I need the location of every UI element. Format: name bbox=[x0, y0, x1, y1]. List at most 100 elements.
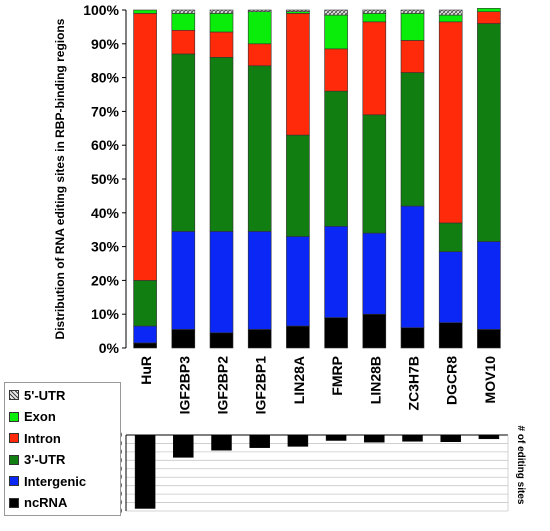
bar-segment-3utr bbox=[438, 222, 463, 252]
category-label: FMRP bbox=[329, 356, 345, 396]
category-label: IGF2BP3 bbox=[176, 356, 192, 415]
count-bar bbox=[173, 434, 194, 458]
bar-segment-3utr bbox=[477, 23, 501, 242]
bar-segment-intron bbox=[133, 13, 157, 281]
count-bar bbox=[478, 434, 500, 440]
count-bar bbox=[440, 434, 461, 443]
legend-swatch bbox=[9, 411, 19, 422]
stacked-bar-chart: 0% 10% 20% 30% 40% 50% 60% 70% 80% 90% 100% Distrib… bbox=[53, 2, 501, 415]
legend-swatch bbox=[9, 497, 19, 508]
bar-segment-5utr bbox=[324, 9, 348, 16]
y-tick-label: 30% bbox=[91, 239, 120, 255]
legend-label: Intron bbox=[24, 430, 61, 446]
bar-segment-ncrna bbox=[171, 329, 196, 349]
category-label: LIN28A bbox=[291, 356, 307, 404]
bar-segment-ncrna bbox=[400, 327, 425, 349]
legend-item: 5'-UTR bbox=[9, 386, 65, 404]
category-label: HuR bbox=[138, 356, 154, 385]
legend-label: Intergenic bbox=[24, 473, 87, 489]
category-label: LIN28B bbox=[367, 356, 383, 404]
bar-segment-intergenic bbox=[400, 205, 425, 329]
bar-segment-3utr bbox=[286, 134, 310, 237]
bar-segment-intergenic bbox=[133, 325, 157, 344]
bar-segment-intergenic bbox=[209, 231, 234, 334]
count-bar bbox=[287, 434, 309, 447]
bar-segment-3utr bbox=[171, 53, 196, 232]
count-bar bbox=[211, 434, 232, 451]
bar-segment-3utr bbox=[247, 65, 272, 232]
bar-segment-5utr bbox=[247, 9, 272, 12]
bar-segment-5utr bbox=[286, 9, 310, 12]
bar-segment-intergenic bbox=[438, 251, 463, 323]
category-label: MOV10 bbox=[482, 356, 498, 404]
bar-segment-exon bbox=[477, 8, 501, 12]
category-label: IGF2BP2 bbox=[215, 356, 231, 415]
editing-sites-bar-chart: 01,0002,0003,0004,0005,0006,0007,0008,00… bbox=[99, 426, 526, 516]
bar-segment-exon bbox=[209, 13, 234, 33]
category-label: DGCR8 bbox=[444, 356, 460, 405]
legend-label: Exon bbox=[24, 409, 56, 424]
bar-segment-intron bbox=[438, 21, 463, 224]
bar-segment-exon bbox=[133, 9, 157, 14]
y-tick-label: 90% bbox=[91, 36, 120, 52]
bar-segment-exon bbox=[324, 14, 348, 50]
count-bar bbox=[325, 434, 347, 441]
bar-segment-intron bbox=[209, 31, 234, 58]
legend-swatch bbox=[9, 390, 19, 400]
bar-segment-3utr bbox=[362, 114, 387, 234]
legend-label: 5'-UTR bbox=[24, 387, 66, 403]
count-bar bbox=[249, 434, 270, 448]
bar-segment-5utr bbox=[438, 9, 463, 16]
count-bar bbox=[364, 434, 385, 443]
bar-segment-intron bbox=[400, 40, 425, 73]
bar-segment-intron bbox=[477, 11, 501, 24]
y-tick-label: 70% bbox=[91, 103, 120, 119]
category-label: ZC3H7B bbox=[406, 356, 422, 410]
bar-segment-ncrna bbox=[438, 322, 463, 349]
bar-segment-intron bbox=[362, 21, 387, 116]
bar-segment-5utr bbox=[400, 9, 425, 14]
legend-item: Intron bbox=[9, 429, 61, 447]
count-bar bbox=[134, 434, 156, 509]
legend-item: ncRNA bbox=[9, 494, 67, 512]
y-tick-label: 80% bbox=[91, 70, 120, 86]
legend-label: ncRNA bbox=[24, 495, 68, 510]
bar-segment-3utr bbox=[209, 57, 234, 232]
legend-label: 3'-UTR bbox=[24, 452, 66, 467]
bar-segment-exon bbox=[247, 11, 272, 45]
bar-segment-intergenic bbox=[286, 236, 310, 327]
bar-segment-ncrna bbox=[286, 325, 310, 349]
legend: 5'-UTR Exon Intron 3'-UTR Intergenic ncRNA bbox=[4, 382, 121, 516]
y-tick-label: 20% bbox=[91, 272, 120, 288]
bar-segment-3utr bbox=[324, 90, 348, 227]
bar-segment-3utr bbox=[133, 280, 157, 327]
bar-segment-5utr bbox=[171, 9, 196, 14]
bar-segment-intergenic bbox=[362, 232, 387, 315]
legend-swatch bbox=[9, 476, 19, 486]
bar-segment-ncrna bbox=[324, 317, 348, 349]
legend-item: Exon bbox=[9, 408, 56, 426]
bar-segment-ncrna bbox=[209, 332, 234, 349]
y-tick-label: 0% bbox=[99, 340, 120, 356]
bar-segment-exon bbox=[362, 13, 387, 23]
bar-segment-exon bbox=[438, 14, 463, 23]
bar-segment-3utr bbox=[400, 72, 425, 207]
y-tick-label: 60% bbox=[91, 137, 120, 153]
bar-segment-intron bbox=[324, 48, 348, 92]
y-tick-label: 10% bbox=[91, 306, 120, 322]
bar-segment-ncrna bbox=[133, 342, 157, 349]
y-tick-label: 40% bbox=[91, 205, 120, 221]
bar-segment-intron bbox=[286, 13, 310, 136]
legend-swatch bbox=[9, 433, 19, 443]
category-label: IGF2BP1 bbox=[253, 356, 269, 415]
bar-segment-intergenic bbox=[171, 231, 196, 330]
bar-segment-intron bbox=[247, 43, 272, 67]
count-bar bbox=[402, 434, 423, 442]
bar-segment-ncrna bbox=[362, 313, 387, 349]
bar-segment-intergenic bbox=[247, 231, 272, 330]
y-axis-label: # of editing sites bbox=[515, 426, 526, 505]
legend-item: Intergenic bbox=[9, 472, 86, 490]
y-axis-label: Distribution of RNA editing sites in RBP… bbox=[53, 18, 67, 339]
